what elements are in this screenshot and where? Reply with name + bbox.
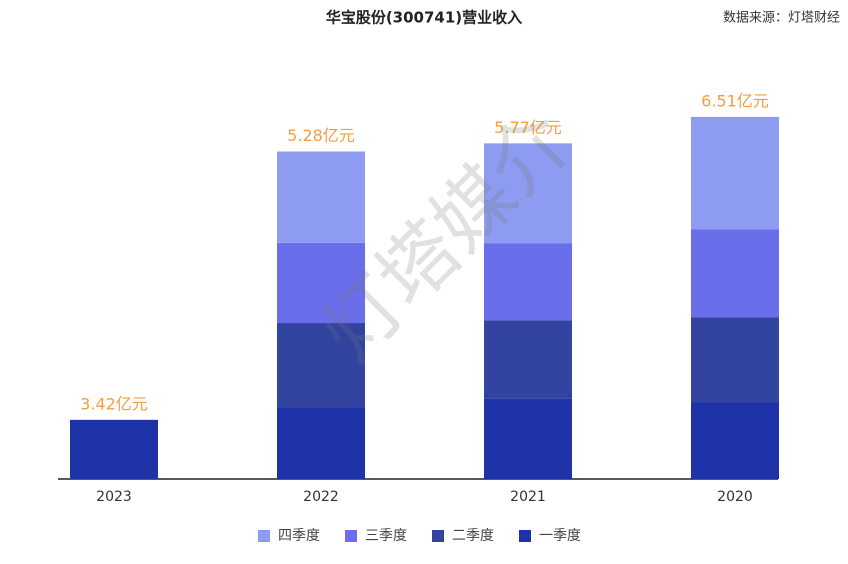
bar-segment	[484, 320, 572, 399]
bar-segment	[277, 323, 365, 408]
bar-segment	[484, 398, 572, 479]
legend-swatch	[432, 530, 444, 542]
x-tick-label: 2022	[303, 489, 339, 505]
legend-swatch	[258, 530, 270, 542]
chart-title: 华宝股份(300741)营业收入	[326, 9, 522, 27]
legend-swatch	[519, 530, 531, 542]
bar-segment	[277, 242, 365, 324]
bar-segment	[691, 317, 779, 403]
bar-segment	[484, 243, 572, 321]
bar-segment	[70, 419, 158, 479]
legend-label: 四季度	[278, 528, 320, 544]
x-tick-label: 2021	[510, 489, 546, 505]
x-tick-label: 2023	[96, 489, 132, 505]
bar-segment	[691, 116, 779, 230]
data-label: 5.28亿元	[287, 126, 355, 145]
bar-segment	[277, 151, 365, 243]
bar-segment	[691, 402, 779, 479]
data-label: 6.51亿元	[701, 91, 769, 110]
legend-label: 二季度	[452, 528, 494, 544]
bar-segment	[691, 229, 779, 318]
data-label: 5.77亿元	[494, 118, 562, 137]
x-tick-label: 2020	[717, 489, 753, 505]
bar-segment	[484, 143, 572, 244]
legend-swatch	[345, 530, 357, 542]
data-label: 3.42亿元	[80, 394, 148, 413]
source: 数据来源：灯塔财经	[723, 11, 840, 26]
bar-segment	[277, 407, 365, 479]
legend-label: 一季度	[539, 528, 581, 544]
legend-label: 三季度	[365, 528, 407, 544]
